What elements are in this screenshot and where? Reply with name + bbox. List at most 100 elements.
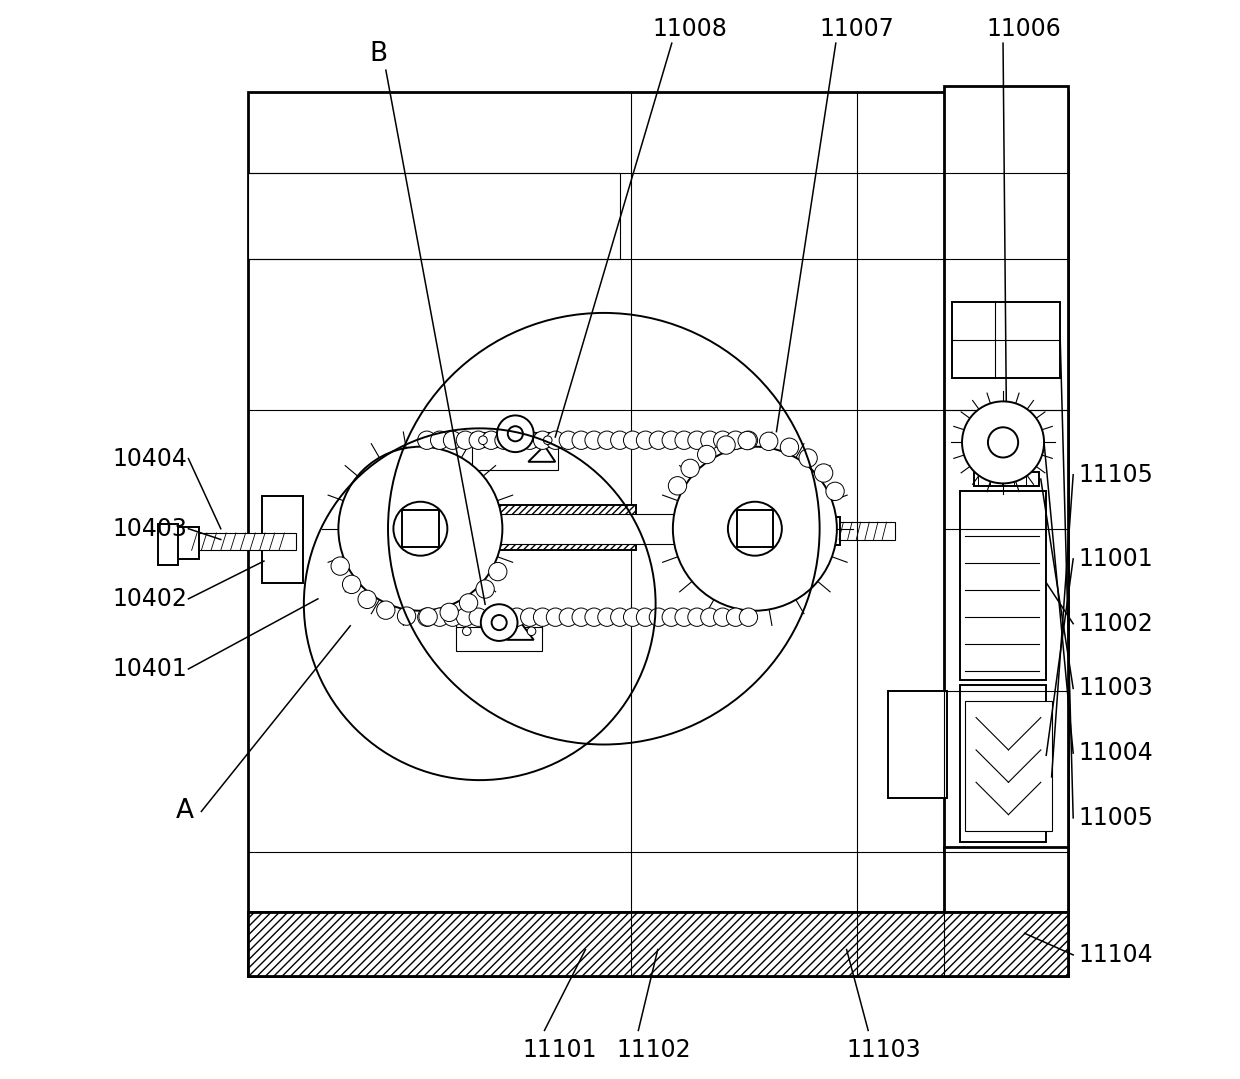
- Text: 11004: 11004: [1079, 741, 1153, 765]
- Circle shape: [444, 432, 461, 450]
- Circle shape: [469, 607, 487, 626]
- Bar: [888, 691, 947, 798]
- Circle shape: [393, 502, 448, 556]
- Bar: [480, 505, 636, 550]
- Text: 11104: 11104: [1079, 943, 1153, 967]
- Text: 11006: 11006: [987, 17, 1061, 41]
- Circle shape: [547, 432, 564, 450]
- Bar: [262, 496, 303, 583]
- Circle shape: [397, 606, 415, 625]
- Circle shape: [430, 432, 449, 450]
- Bar: [944, 86, 1068, 852]
- Circle shape: [497, 415, 533, 452]
- Circle shape: [598, 607, 616, 626]
- Text: 11008: 11008: [652, 17, 727, 41]
- Text: 11002: 11002: [1079, 612, 1153, 636]
- Text: A: A: [175, 798, 193, 824]
- Circle shape: [636, 607, 655, 626]
- Circle shape: [507, 432, 526, 450]
- Circle shape: [418, 607, 436, 626]
- Circle shape: [675, 432, 693, 450]
- Circle shape: [543, 436, 552, 445]
- Bar: [456, 614, 542, 631]
- Circle shape: [585, 432, 603, 450]
- Circle shape: [547, 607, 564, 626]
- Bar: [944, 847, 1068, 976]
- Circle shape: [962, 401, 1044, 483]
- Circle shape: [636, 432, 655, 450]
- Bar: [836, 522, 895, 540]
- Circle shape: [610, 432, 629, 450]
- Circle shape: [559, 432, 578, 450]
- Bar: [456, 627, 542, 651]
- Text: 11101: 11101: [523, 1038, 598, 1062]
- Circle shape: [482, 432, 500, 450]
- Bar: [737, 510, 774, 547]
- Circle shape: [444, 607, 461, 626]
- Circle shape: [533, 432, 552, 450]
- Circle shape: [418, 432, 436, 450]
- Bar: [960, 491, 1047, 680]
- Circle shape: [713, 607, 732, 626]
- Circle shape: [430, 607, 449, 626]
- Circle shape: [826, 482, 844, 501]
- Text: 11103: 11103: [847, 1038, 921, 1062]
- Circle shape: [469, 432, 487, 450]
- Circle shape: [463, 627, 471, 636]
- Bar: [402, 510, 439, 547]
- Bar: [973, 472, 1039, 486]
- Circle shape: [662, 432, 681, 450]
- Circle shape: [339, 447, 502, 611]
- Bar: [965, 701, 1052, 831]
- Circle shape: [508, 426, 523, 441]
- Circle shape: [739, 607, 758, 626]
- Circle shape: [780, 438, 799, 456]
- Text: 11105: 11105: [1079, 463, 1153, 487]
- Bar: [188, 533, 296, 550]
- Circle shape: [675, 607, 693, 626]
- Circle shape: [727, 607, 745, 626]
- Circle shape: [456, 432, 475, 450]
- Text: 11003: 11003: [1079, 677, 1153, 700]
- Circle shape: [482, 607, 500, 626]
- Text: 10402: 10402: [113, 587, 187, 611]
- Circle shape: [495, 607, 513, 626]
- Polygon shape: [528, 446, 556, 462]
- Circle shape: [459, 593, 477, 612]
- Circle shape: [624, 432, 642, 450]
- Circle shape: [456, 607, 475, 626]
- Circle shape: [624, 607, 642, 626]
- Circle shape: [728, 502, 782, 556]
- Circle shape: [521, 432, 539, 450]
- Bar: [248, 173, 620, 259]
- Circle shape: [440, 603, 459, 622]
- Circle shape: [673, 447, 837, 611]
- Circle shape: [358, 590, 376, 609]
- Circle shape: [491, 615, 507, 630]
- Circle shape: [662, 607, 681, 626]
- Circle shape: [727, 432, 745, 450]
- Text: B: B: [370, 41, 388, 67]
- Circle shape: [717, 436, 735, 454]
- Bar: [423, 514, 753, 544]
- Circle shape: [681, 460, 699, 478]
- Circle shape: [533, 607, 552, 626]
- Circle shape: [738, 432, 756, 450]
- Circle shape: [698, 446, 715, 464]
- Text: 10401: 10401: [113, 657, 187, 681]
- Text: 11102: 11102: [616, 1038, 692, 1062]
- Circle shape: [650, 607, 667, 626]
- Circle shape: [419, 607, 438, 626]
- Text: 11001: 11001: [1079, 547, 1153, 571]
- Circle shape: [598, 432, 616, 450]
- Circle shape: [331, 557, 350, 575]
- Text: 10403: 10403: [113, 517, 187, 541]
- Bar: [159, 524, 177, 565]
- Circle shape: [701, 607, 719, 626]
- Circle shape: [668, 477, 687, 495]
- Bar: [175, 527, 200, 559]
- Circle shape: [799, 449, 817, 467]
- Bar: [472, 447, 558, 470]
- Circle shape: [559, 607, 578, 626]
- Circle shape: [815, 464, 833, 482]
